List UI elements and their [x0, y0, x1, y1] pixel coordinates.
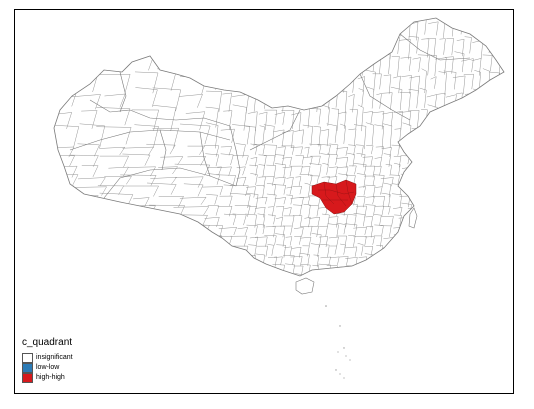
legend: c_quadrant insignificant low-low high-hi…	[22, 337, 73, 383]
south-china-sea-islands	[325, 305, 351, 379]
legend-item-high-high: high-high	[22, 373, 73, 383]
western-province-boundaries	[69, 33, 471, 199]
legend-swatch-low-low	[22, 363, 33, 373]
legend-swatch-insignificant	[22, 353, 33, 363]
high-high-cluster-internal-lines	[318, 179, 355, 207]
china-outline	[53, 17, 505, 277]
legend-title: c_quadrant	[22, 337, 73, 348]
legend-label: insignificant	[36, 354, 73, 361]
legend-swatch-high-high	[22, 373, 33, 383]
hainan-island	[295, 277, 315, 295]
legend-item-insignificant: insignificant	[22, 353, 73, 363]
legend-label: high-high	[36, 374, 65, 381]
legend-item-low-low: low-low	[22, 363, 73, 373]
legend-label: low-low	[36, 364, 60, 371]
taiwan-island	[408, 207, 418, 229]
